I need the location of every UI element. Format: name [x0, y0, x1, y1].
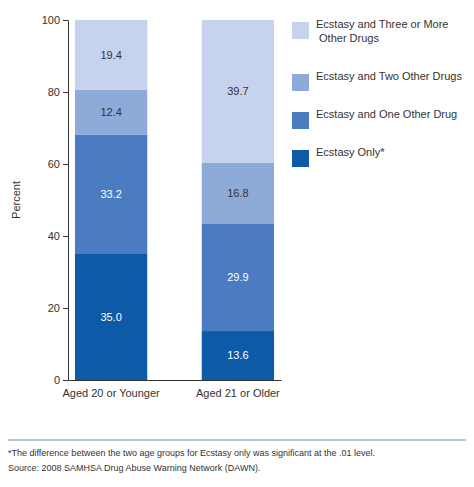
x-tick: Aged 20 or Younger: [62, 380, 160, 399]
legend-item: Ecstasy and Three or More Other Drugs: [292, 18, 448, 44]
y-axis: 0 20 40 60 80 100: [42, 14, 69, 386]
legend-item: Ecstasy and One Other Drug: [292, 108, 457, 129]
legend-item: Ecstasy and Two Other Drugs: [292, 70, 462, 91]
bar-segment: [202, 223, 274, 331]
x-axis-line: [69, 380, 282, 381]
bars: [75, 20, 274, 380]
x-tick: Aged 21 or Older: [196, 380, 280, 399]
y-tick-mark: [63, 236, 68, 237]
legend: Ecstasy and Three or More Other DrugsEcs…: [292, 18, 462, 167]
y-tick-label: 40: [48, 230, 60, 242]
y-tick-mark: [63, 164, 68, 165]
legend-swatch: [292, 112, 309, 129]
bar-segment: [75, 134, 147, 254]
data-label: 12.4: [100, 106, 121, 118]
data-labels: 35.0 33.2 12.4 19.4 13.6 29.9 16.8 39.7: [100, 49, 248, 362]
y-tick: 40: [48, 230, 68, 242]
legend-label: Ecstasy and Three or More Other Drugs: [316, 18, 448, 44]
bar-segment: [202, 163, 274, 223]
x-tick-label: Aged 21 or Older: [196, 387, 280, 399]
legend-swatch: [292, 22, 309, 39]
bar-segment: [202, 20, 274, 163]
y-tick: 80: [48, 86, 68, 98]
x-axis: Aged 20 or Younger Aged 21 or Older: [62, 380, 281, 399]
data-label: 13.6: [227, 349, 248, 361]
legend-label-line: Ecstasy and Three or More: [316, 18, 448, 30]
bar-segment: [75, 254, 147, 380]
y-tick-label: 100: [42, 14, 60, 26]
y-tick-mark: [63, 20, 68, 21]
legend-label-line: Other Drugs: [316, 32, 379, 44]
legend-label-line: Ecstasy Only*: [316, 146, 385, 158]
y-axis-title: Percent: [10, 181, 22, 219]
data-label: 39.7: [227, 85, 248, 97]
legend-label: Ecstasy and Two Other Drugs: [316, 70, 462, 82]
y-axis-line: [68, 21, 69, 381]
y-tick-label: 20: [48, 302, 60, 314]
y-tick: 0: [54, 374, 68, 386]
legend-label-line: Ecstasy and Two Other Drugs: [316, 70, 462, 82]
legend-swatch: [292, 150, 309, 167]
legend-swatch: [292, 74, 309, 91]
y-tick-mark: [63, 308, 68, 309]
y-tick-mark: [63, 380, 68, 381]
data-label: 16.8: [227, 187, 248, 199]
data-label: 19.4: [100, 49, 121, 61]
data-label: 29.9: [227, 271, 248, 283]
legend-item: Ecstasy Only*: [292, 146, 385, 167]
y-tick: 100: [42, 14, 68, 26]
y-tick: 20: [48, 302, 68, 314]
separator: [8, 440, 466, 441]
bar-segment: [75, 20, 147, 90]
legend-label: Ecstasy Only*: [316, 146, 385, 158]
chart: 35.0 33.2 12.4 19.4 13.6 29.9 16.8 39.7 0 20 40 60 8…: [0, 0, 474, 487]
bar-segment: [202, 331, 274, 380]
y-tick-mark: [63, 92, 68, 93]
x-tick-label: Aged 20 or Younger: [62, 387, 160, 399]
y-tick-label: 80: [48, 86, 60, 98]
y-tick-label: 0: [54, 374, 60, 386]
y-tick: 60: [48, 158, 68, 170]
footnote: *The difference between the two age grou…: [8, 448, 375, 458]
data-label: 35.0: [100, 311, 121, 323]
bar-segment: [75, 90, 147, 135]
legend-label-line: Ecstasy and One Other Drug: [316, 108, 457, 120]
y-tick-label: 60: [48, 158, 60, 170]
legend-label: Ecstasy and One Other Drug: [316, 108, 457, 120]
data-label: 33.2: [100, 188, 121, 200]
footnote: Source: 2008 SAMHSA Drug Abuse Warning N…: [8, 463, 260, 473]
